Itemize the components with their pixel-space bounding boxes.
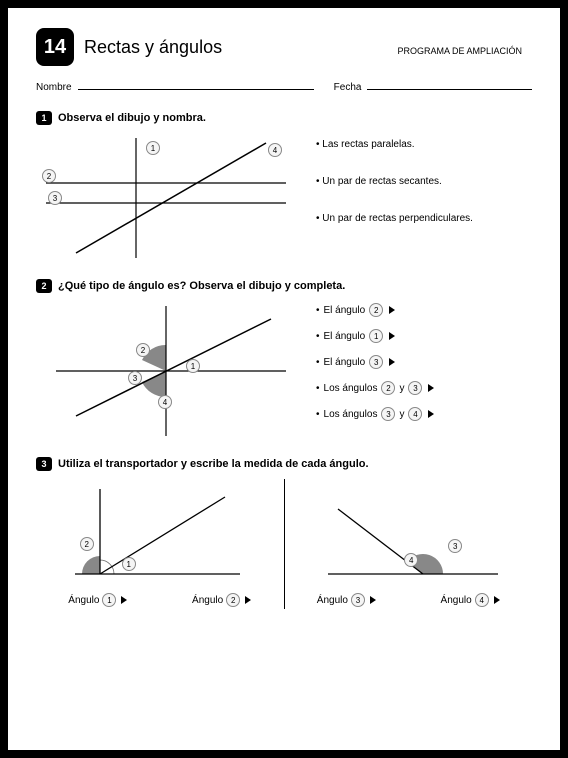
q3-left-label-1: 1 <box>122 557 136 571</box>
q3-badge: 3 <box>36 457 52 471</box>
date-line <box>367 80 532 90</box>
date-label: Fecha <box>334 82 362 93</box>
q1-label-1: 1 <box>146 141 160 155</box>
q2-label-3: 3 <box>128 371 142 385</box>
q2-text: ¿Qué tipo de ángulo es? Observa el dibuj… <box>58 280 345 292</box>
q1-bullet-3: Un par de rectas perpendiculares. <box>316 213 473 224</box>
name-line <box>78 80 314 90</box>
q1-label-3: 3 <box>48 191 62 205</box>
q1-badge: 1 <box>36 111 52 125</box>
program-label: PROGRAMA DE AMPLIACIÓN <box>397 46 522 56</box>
q3-text: Utiliza el transportador y escribe la me… <box>58 458 369 470</box>
q2-diagram: 1 2 3 4 <box>36 301 296 441</box>
name-label: Nombre <box>36 82 72 93</box>
q2-badge: 2 <box>36 279 52 293</box>
q2-list: • El ángulo 2 • El ángulo 1 • El ángulo … <box>316 301 434 441</box>
q1-bullet-1: Las rectas paralelas. <box>316 139 473 150</box>
q1-label-4: 4 <box>268 143 282 157</box>
q3-diagram-left: 1 2 <box>60 479 260 589</box>
q1-label-2: 2 <box>42 169 56 183</box>
q3-left-label-2: 2 <box>80 537 94 551</box>
q2-label-2: 2 <box>136 343 150 357</box>
q2-label-1: 1 <box>186 359 200 373</box>
chapter-badge: 14 <box>36 28 74 66</box>
q2-label-4: 4 <box>158 395 172 409</box>
chapter-title: Rectas y ángulos <box>84 37 222 58</box>
q1-text: Observa el dibujo y nombra. <box>58 112 206 124</box>
q1-diagram: 1 2 3 4 <box>36 133 296 263</box>
q3-diagram-right: 3 4 <box>308 479 508 589</box>
q1-bullet-2: Un par de rectas secantes. <box>316 176 473 187</box>
